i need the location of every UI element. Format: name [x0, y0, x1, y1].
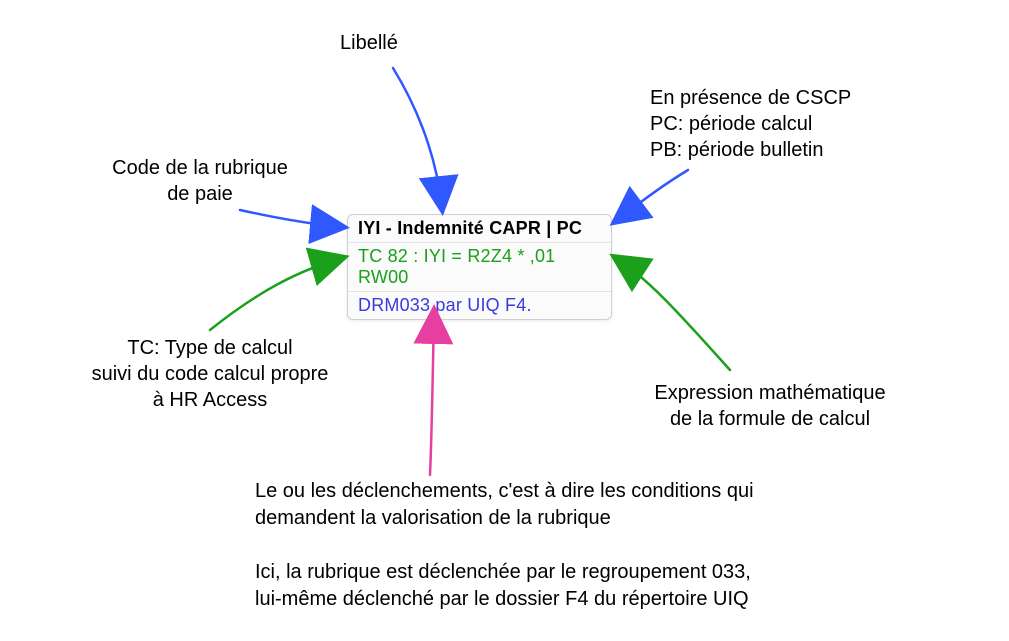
arrow-bottom-to-trigger — [430, 312, 434, 475]
label-tc: TC: Type de calcul suivi du code calcul … — [75, 335, 345, 413]
label-declenchements: Le ou les déclenchements, c'est à dire l… — [255, 478, 754, 613]
rubrique-card: IYI - Indemnité CAPR | PC TC 82 : IYI = … — [347, 214, 612, 320]
label-bottom-p1-l1: Le ou les déclenchements, c'est à dire l… — [255, 480, 754, 502]
label-tc-line3: à HR Access — [153, 389, 267, 411]
label-code-line1: Code de la rubrique — [112, 157, 288, 179]
arrow-libelle-to-title — [393, 68, 442, 208]
arrow-tc-to-formula — [210, 258, 342, 330]
card-formula: TC 82 : IYI = R2Z4 * ,01 RW00 — [348, 243, 611, 292]
card-trigger: DRM033 par UIQ F4. — [348, 292, 611, 319]
label-cscp-line1: En présence de CSCP — [650, 87, 851, 109]
label-bottom-p2-l1: Ici, la rubrique est déclenchée par le r… — [255, 561, 751, 583]
card-title: IYI - Indemnité CAPR | PC — [348, 215, 611, 243]
label-cscp-line2: PC: période calcul — [650, 113, 812, 135]
label-libelle: Libellé — [340, 30, 398, 56]
label-code-rubrique: Code de la rubrique de paie — [100, 155, 300, 207]
label-code-line2: de paie — [167, 183, 233, 205]
label-expr-line2: de la formule de calcul — [670, 408, 870, 430]
label-bottom-p1-l2: demandent la valorisation de la rubrique — [255, 507, 611, 529]
diagram-frame: Libellé En présence de CSCP PC: période … — [0, 0, 1009, 641]
label-expression: Expression mathématique de la formule de… — [640, 380, 900, 432]
arrow-cscp-to-title — [616, 170, 688, 221]
label-bottom-p2-l2: lui-même déclenché par le dossier F4 du … — [255, 588, 749, 610]
label-expr-line1: Expression mathématique — [654, 382, 885, 404]
label-cscp-line3: PB: période bulletin — [650, 139, 823, 161]
arrow-code-to-title — [240, 210, 342, 227]
label-cscp: En présence de CSCP PC: période calcul P… — [650, 85, 851, 163]
label-tc-line1: TC: Type de calcul — [127, 337, 292, 359]
label-tc-line2: suivi du code calcul propre — [92, 363, 329, 385]
arrow-expr-to-formula — [616, 258, 730, 370]
